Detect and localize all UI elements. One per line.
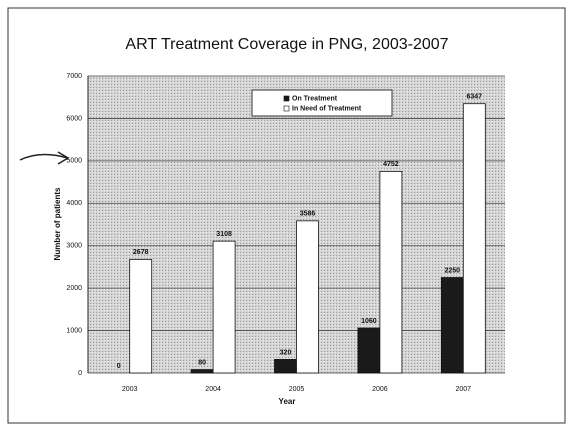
x-tick-label: 2005 <box>289 386 305 393</box>
bar <box>129 258 153 374</box>
chart-title: ART Treatment Coverage in PNG, 2003-2007 <box>125 36 448 53</box>
value-label: 3586 <box>300 211 316 218</box>
y-tick-label: 7000 <box>66 73 82 80</box>
y-tick-label: 5000 <box>66 158 82 165</box>
value-label: 1060 <box>361 318 377 325</box>
value-label: 3108 <box>216 231 232 238</box>
y-tick-label: 3000 <box>66 243 82 250</box>
value-label: 80 <box>198 359 206 366</box>
y-axis-label: Number of patients <box>53 187 62 260</box>
bar <box>379 170 403 374</box>
x-tick-label: 2006 <box>372 386 388 393</box>
bar <box>357 327 381 374</box>
arrow <box>19 151 70 165</box>
x-tick-label: 2003 <box>122 386 138 393</box>
legend-label: In Need of Treatment <box>292 105 362 112</box>
value-label: 0 <box>117 363 121 370</box>
value-label: 320 <box>280 349 292 356</box>
x-tick-label: 2007 <box>456 386 472 393</box>
y-tick-label: 4000 <box>66 200 82 207</box>
bar <box>296 220 319 374</box>
value-label: 2250 <box>445 267 461 274</box>
value-label: 6347 <box>467 94 483 101</box>
y-tick-label: 6000 <box>66 115 82 122</box>
legend-swatch <box>283 95 290 102</box>
bar <box>462 103 486 374</box>
y-tick-label: 2000 <box>66 285 82 292</box>
bar <box>212 240 236 374</box>
bar <box>190 369 214 374</box>
value-label: 4752 <box>383 161 399 168</box>
bar <box>274 359 297 374</box>
legend-swatch <box>283 105 290 112</box>
x-tick-label: 2004 <box>205 386 221 393</box>
bar <box>440 277 464 374</box>
y-tick-label: 0 <box>78 370 82 377</box>
value-label: 2678 <box>133 249 149 256</box>
y-tick-label: 1000 <box>66 327 82 334</box>
x-axis-label: Year <box>279 397 296 406</box>
legend-box <box>251 89 393 117</box>
legend-label: On Treatment <box>292 95 338 102</box>
